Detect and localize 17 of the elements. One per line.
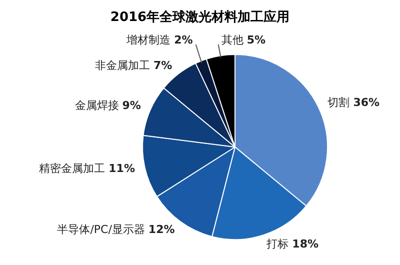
data-label: 12% (148, 222, 175, 236)
chart-title: 2016年全球激光材料加工应用 (109, 8, 291, 26)
data-label: 7% (154, 58, 172, 72)
data-label: 11% (108, 162, 135, 176)
data-label: 9% (122, 99, 141, 112)
data-label: 18% (292, 237, 319, 250)
slice-label: 精密金属加工 (39, 162, 109, 176)
data-label: 36% (353, 96, 380, 110)
slice-label: 半导体/PC/显示器 (57, 222, 148, 236)
slice-label: 打标 (266, 237, 292, 250)
slice-label: 其他 (221, 33, 247, 46)
data-label: 2% (174, 33, 193, 46)
slice-label: 非金属加工 (95, 58, 154, 72)
slice-label: 金属焊接 (74, 99, 122, 112)
data-label: 5% (246, 33, 266, 46)
slice-label: 切割 (328, 96, 354, 110)
slice-label: 增材制造 (126, 33, 174, 46)
